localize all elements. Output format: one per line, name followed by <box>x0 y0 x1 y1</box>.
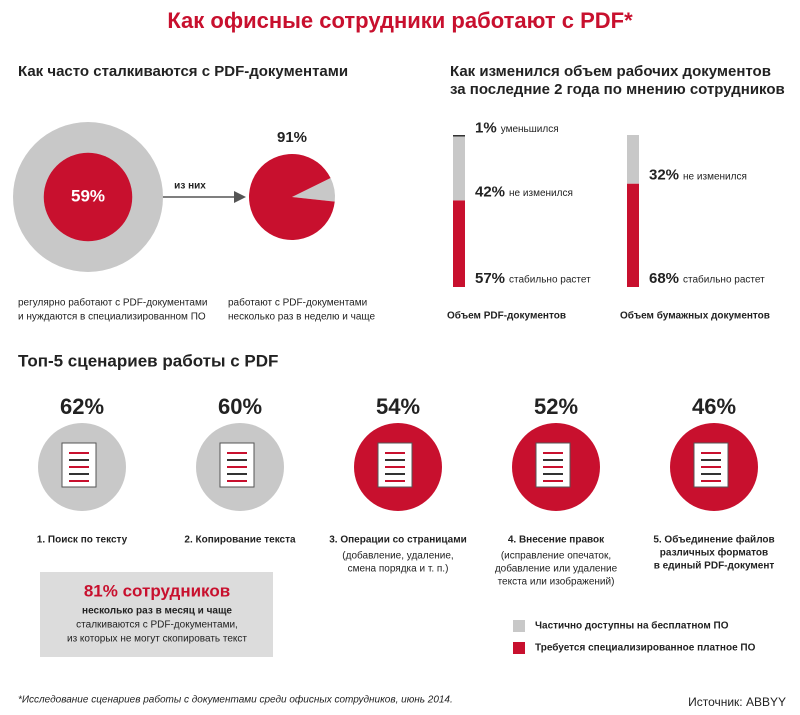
caption: регулярно работают с PDF-документами <box>18 297 207 309</box>
icon-doc <box>219 442 255 488</box>
scenario-label: в единый PDF-документ <box>654 561 775 572</box>
scenario-note: смена порядка и т. п.) <box>348 564 449 575</box>
scenario-note: (исправление опечаток, <box>501 551 611 562</box>
percent: 46% <box>692 394 736 419</box>
chart-name: Объем бумажных документов <box>620 310 770 322</box>
icon-doc <box>377 442 413 488</box>
legend-label: Требуется специализированное платное ПО <box>535 642 756 654</box>
value-label: 57% <box>475 270 505 287</box>
scenario-note: текста или изображений) <box>498 576 615 588</box>
callout-box <box>40 572 273 657</box>
caption: несколько раз в неделю и чаще <box>228 312 376 323</box>
category-label: не изменился <box>683 171 747 182</box>
section-title: Как изменился объем рабочих документов <box>450 63 771 80</box>
bar-segment <box>627 183 639 287</box>
pie-rest <box>292 178 335 202</box>
value-label: 32% <box>649 167 679 184</box>
section-title: Топ-5 сценариев работы с PDF <box>18 351 278 370</box>
pie-slice <box>249 153 335 240</box>
percent: 54% <box>376 394 420 419</box>
value-label: 68% <box>649 270 679 287</box>
value-label: 1% <box>475 119 497 136</box>
callout-headline: 81% сотрудников <box>84 581 230 600</box>
scenario-label: 3. Операции со страницами <box>329 535 467 546</box>
scenario-label: 5. Объединение файлов <box>653 534 774 546</box>
legend-swatch <box>513 620 525 632</box>
inner-circle <box>43 152 133 242</box>
category-label: не изменился <box>509 188 573 199</box>
category-label: стабильно растет <box>683 274 765 286</box>
callout-line: сталкиваются с PDF-документами, <box>76 620 238 631</box>
section-title: за последние 2 года по мнению сотруднико… <box>450 81 785 98</box>
source: Источник: ABBYY <box>688 695 786 709</box>
callout-line: из которых не могут скопировать текст <box>67 634 247 645</box>
icon-doc <box>693 442 729 488</box>
scenario-label: 1. Поиск по тексту <box>37 535 128 546</box>
title: Как офисные сотрудники работают с PDF* <box>167 8 633 33</box>
percent: 62% <box>60 394 104 419</box>
arrow-head <box>234 191 246 203</box>
category-label: уменьшился <box>501 124 559 135</box>
caption: работают с PDF-документами <box>228 297 367 309</box>
value-label: 59% <box>71 186 105 205</box>
bar-segment <box>453 135 465 137</box>
bar-segment <box>453 200 465 287</box>
value-label: 91% <box>277 129 307 146</box>
icon-doc <box>61 442 97 488</box>
footnote: *Исследование сценариев работы с докумен… <box>18 694 453 706</box>
scenario-label: 4. Внесение правок <box>508 535 605 546</box>
legend-swatch <box>513 642 525 654</box>
caption: и нуждаются в специализированном ПО <box>18 312 206 323</box>
percent: 60% <box>218 394 262 419</box>
connector: из них <box>174 181 206 192</box>
scenario-label: различных форматов <box>660 547 768 559</box>
scenario-note: (добавление, удаление, <box>342 550 453 562</box>
callout-line: несколько раз в месяц и чаще <box>82 606 232 617</box>
percent: 52% <box>534 394 578 419</box>
scenario-label: 2. Копирование текста <box>184 535 296 546</box>
category-label: стабильно растет <box>509 274 591 286</box>
bar-segment <box>453 136 465 201</box>
value-label: 42% <box>475 183 505 200</box>
icon-doc <box>535 442 571 488</box>
legend-label: Частично доступны на бесплатном ПО <box>535 620 729 632</box>
chart-name: Объем PDF-документов <box>447 310 566 322</box>
scenario-note: добавление или удаление <box>495 563 618 575</box>
bar-segment <box>627 135 639 184</box>
section-title: Как часто сталкиваются с PDF-документами <box>18 63 348 80</box>
